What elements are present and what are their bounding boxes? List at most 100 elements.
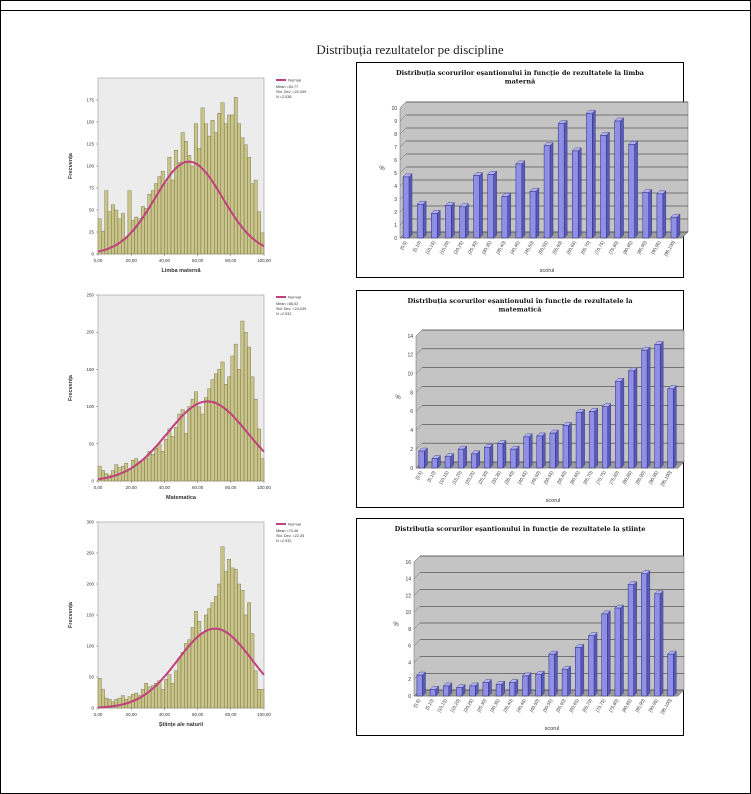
- histogram-bar: [154, 448, 158, 482]
- x-tick-label: 100,00: [257, 712, 271, 717]
- column-bar-side: [528, 433, 533, 469]
- x-tick-label: [30,35): [481, 240, 493, 255]
- x-tick-label: [25,30): [467, 240, 479, 255]
- histogram-bar: [213, 132, 218, 255]
- gridline-side: [415, 424, 423, 431]
- chart-title-line: Distribuția scorurilor eșantionului în f…: [407, 297, 633, 305]
- y-tick-label: 14: [405, 577, 411, 583]
- column-bar-side: [673, 650, 677, 697]
- histogram-bar: [117, 218, 122, 255]
- histogram-bar: [170, 682, 175, 709]
- y-tick-label: 2: [394, 210, 397, 216]
- histogram-bar: [253, 670, 258, 709]
- x-axis-label: Științe ale naturii: [159, 722, 204, 728]
- column-bar-side: [489, 443, 494, 469]
- histogram-bar: [227, 376, 231, 482]
- histogram-bar: [101, 689, 105, 709]
- histogram-bar: [243, 144, 248, 255]
- x-tick-label: 20,00: [126, 712, 138, 717]
- x-tick-label: [90,95): [648, 698, 660, 713]
- histogram-bar: [257, 428, 261, 482]
- y-tick-label: 175: [86, 98, 94, 103]
- x-tick-label: [45,50): [529, 698, 541, 713]
- x-tick-label: [50,55): [542, 698, 554, 713]
- histogram-bar: [104, 190, 109, 255]
- x-tick-label: [80,85): [621, 698, 633, 713]
- column-bar: [602, 406, 609, 469]
- y-tick-label: 6: [410, 409, 413, 415]
- column-bar-side: [593, 632, 598, 697]
- legend-stat: N =2.532: [276, 539, 292, 543]
- y-tick-label: 125: [86, 142, 94, 147]
- histogram-bar: [160, 689, 165, 709]
- x-tick-label: [35,40): [504, 470, 516, 485]
- column-bar-side: [578, 147, 582, 239]
- histogram-bar: [184, 433, 188, 482]
- column-bar: [642, 192, 649, 239]
- y-tick-label: 200: [86, 582, 94, 587]
- column-bar-side: [673, 385, 677, 469]
- histogram-bar: [204, 397, 208, 482]
- x-tick-label: [50,55): [537, 240, 549, 255]
- y-tick-label: 200: [86, 330, 94, 335]
- gridline-side: [399, 153, 407, 161]
- histogram-bar: [134, 216, 139, 255]
- histogram-bar: [200, 107, 205, 255]
- x-tick-label: 60,00: [192, 258, 204, 263]
- x-tick-label: [35,40): [502, 698, 514, 713]
- column-bar-side: [659, 590, 664, 697]
- y-tick-label: 5: [394, 171, 397, 177]
- column-bar-side: [554, 650, 558, 697]
- histogram-bar: [174, 427, 178, 482]
- x-tick-label: [55,60): [556, 470, 568, 485]
- histogram-bar: [260, 689, 265, 709]
- y-tick-label: 8: [394, 132, 397, 138]
- x-tick-label: 80,00: [225, 712, 237, 717]
- column-bar: [418, 450, 425, 469]
- histogram-bar: [223, 571, 228, 709]
- histogram-bar: [130, 459, 135, 482]
- y-tick-label: 0: [91, 706, 94, 711]
- x-tick-label: [60,65): [568, 698, 580, 713]
- x-tick-label: [75,80): [608, 698, 620, 713]
- column-bar: [588, 411, 595, 469]
- x-tick-label: [65,70): [580, 240, 592, 255]
- x-tick-label: [25,30): [477, 470, 489, 485]
- x-tick-label: [75,80): [608, 470, 620, 485]
- y-tick-label: 10: [405, 610, 411, 616]
- histogram-bar: [243, 332, 248, 482]
- y-tick-label: 4: [410, 428, 413, 434]
- histogram-bar: [150, 454, 155, 482]
- histogram-bar: [170, 436, 175, 482]
- y-tick-label: 9: [394, 119, 397, 125]
- column-bar-side: [592, 109, 596, 239]
- y-tick-label: 16: [405, 560, 411, 566]
- column-bar-side: [515, 445, 520, 469]
- histogram-bar: [237, 123, 241, 255]
- y-tick-label: 75: [89, 186, 95, 191]
- y-tick-label: 3: [394, 197, 397, 203]
- x-tick-label: [15,20): [451, 470, 463, 485]
- column-bar-side: [662, 190, 667, 239]
- y-axis-label: Frecvența: [68, 601, 74, 628]
- normal-curve: [97, 160, 265, 253]
- histogram-bar: [177, 413, 182, 482]
- gridline-side: [413, 639, 421, 646]
- y-tick-label: 25: [89, 230, 95, 235]
- column-bar-side: [633, 367, 638, 469]
- gridline-side: [415, 405, 423, 412]
- column-bar: [601, 613, 608, 697]
- gridline-side: [399, 140, 407, 148]
- x-tick-label: [85,90): [634, 698, 646, 713]
- x-tick-label: 40,00: [159, 485, 171, 490]
- column-bar: [588, 635, 595, 697]
- histogram-bar: [223, 123, 228, 255]
- column-bar-side: [422, 200, 427, 239]
- gridline-side: [399, 166, 407, 174]
- column-bar: [469, 685, 476, 697]
- column-bar: [614, 120, 621, 239]
- gridline-side: [399, 127, 407, 135]
- gridline-side: [413, 656, 421, 663]
- legend-stat: Std. Dev. =22,35: [276, 534, 304, 538]
- x-tick-label: 0,00: [94, 485, 103, 490]
